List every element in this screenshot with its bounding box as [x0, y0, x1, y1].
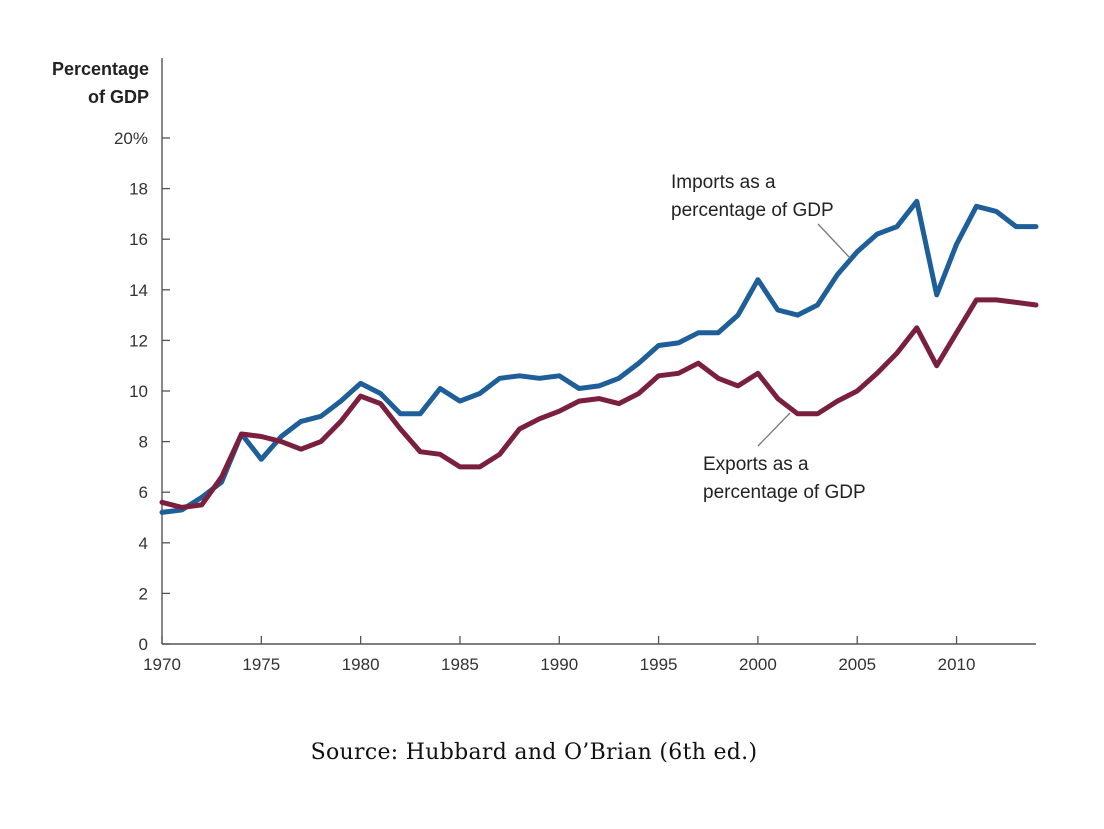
exports-annotation-line-1: Exports as a	[703, 454, 809, 475]
x-tick-label: 1985	[441, 655, 479, 674]
imports-annotation: Imports as a percentage of GDP	[671, 172, 851, 259]
x-ticks: 1970 1975 1980 1985 1990 1995 2000 2005 2010	[143, 636, 975, 674]
imports-leader-line	[817, 223, 851, 259]
y-axis-title-line-1: Percentage	[52, 59, 149, 79]
exports-annotation: Exports as a percentage of GDP	[703, 412, 866, 503]
x-tick-label: 1970	[143, 655, 181, 674]
x-tick-label: 1980	[342, 655, 380, 674]
x-tick-label: 2010	[938, 655, 976, 674]
y-axis-title-line-2: of GDP	[88, 87, 149, 107]
imports-annotation-line-2: percentage of GDP	[671, 200, 834, 221]
y-tick-label: 12	[129, 331, 148, 350]
exports-leader-line	[757, 412, 791, 447]
imports-series-line	[159, 198, 1039, 515]
series-lines	[159, 198, 1039, 515]
y-tick-label: 2	[139, 584, 148, 603]
y-tick-label: 8	[139, 433, 148, 452]
y-tick-label: 10	[129, 382, 148, 401]
y-tick-label: 4	[139, 534, 148, 553]
x-tick-label: 1990	[540, 655, 578, 674]
x-tick-label: 1975	[242, 655, 280, 674]
x-tick-label: 2005	[838, 655, 876, 674]
y-tick-label: 6	[139, 483, 148, 502]
exports-series-line	[159, 297, 1039, 510]
y-axis-title: Percentage of GDP	[52, 59, 149, 107]
exports-annotation-line-2: percentage of GDP	[703, 482, 866, 503]
chart: Percentage of GDP 0 2 4 6 8 10 12 14 16 18 20% 197…	[52, 58, 1039, 674]
source-caption: Source: Hubbard and O’Brian (6th ed.)	[310, 740, 758, 765]
x-tick-label: 1995	[640, 655, 678, 674]
y-tick-label: 0	[139, 635, 148, 654]
y-tick-label: 20%	[114, 129, 148, 148]
imports-annotation-line-1: Imports as a	[671, 172, 776, 193]
y-ticks: 0 2 4 6 8 10 12 14 16 18 20%	[114, 129, 170, 654]
y-tick-label: 18	[129, 180, 148, 199]
y-tick-label: 16	[129, 230, 148, 249]
y-tick-label: 14	[129, 281, 148, 300]
x-tick-label: 2000	[739, 655, 777, 674]
